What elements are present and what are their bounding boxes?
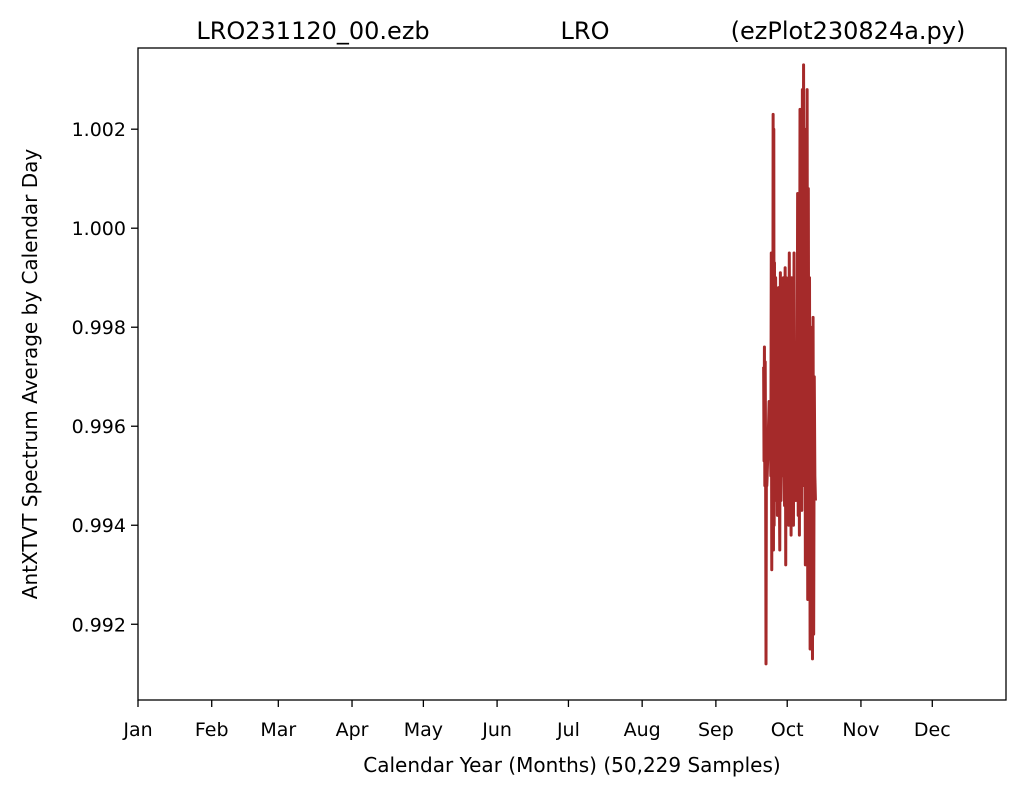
y-tick-label: 0.996: [72, 416, 126, 438]
x-tick-label: Aug: [624, 719, 661, 741]
x-tick-label: Apr: [336, 719, 369, 741]
x-tick-label: May: [404, 719, 443, 741]
y-tick-label: 0.998: [72, 317, 126, 339]
y-tick-label: 0.992: [72, 614, 126, 636]
x-tick-label: Feb: [195, 719, 229, 741]
y-axis-ticks: 0.992 0.994 0.996 0.998 1.000 1.002: [72, 119, 138, 636]
series-line: [762, 63, 817, 666]
x-axis-label: Calendar Year (Months) (50,229 Samples): [363, 753, 780, 777]
x-tick-label: Oct: [771, 719, 804, 741]
chart-title-right: (ezPlot230824a.py): [731, 17, 966, 45]
plot-data-layer: [762, 63, 817, 666]
x-tick-label: Nov: [842, 719, 879, 741]
x-tick-label: Mar: [260, 719, 296, 741]
y-tick-label: 1.002: [72, 119, 126, 141]
x-tick-label: Dec: [914, 719, 951, 741]
x-tick-label: Sep: [698, 719, 734, 741]
x-axis-ticks: Jan Feb Mar Apr May Jun Jul Aug Sep Oct Nov Dec: [122, 700, 951, 741]
x-tick-label: Jan: [122, 719, 152, 741]
chart-title-left: LRO231120_00.ezb: [196, 17, 429, 45]
plot-area-frame: [137, 47, 1007, 701]
y-axis-label: AntXTVT Spectrum Average by Calendar Day: [18, 149, 42, 600]
x-tick-label: Jun: [481, 719, 512, 741]
y-tick-label: 0.994: [72, 515, 126, 537]
chart-title-center: LRO: [561, 17, 610, 45]
x-tick-label: Jul: [556, 719, 580, 741]
y-tick-label: 1.000: [72, 218, 126, 240]
